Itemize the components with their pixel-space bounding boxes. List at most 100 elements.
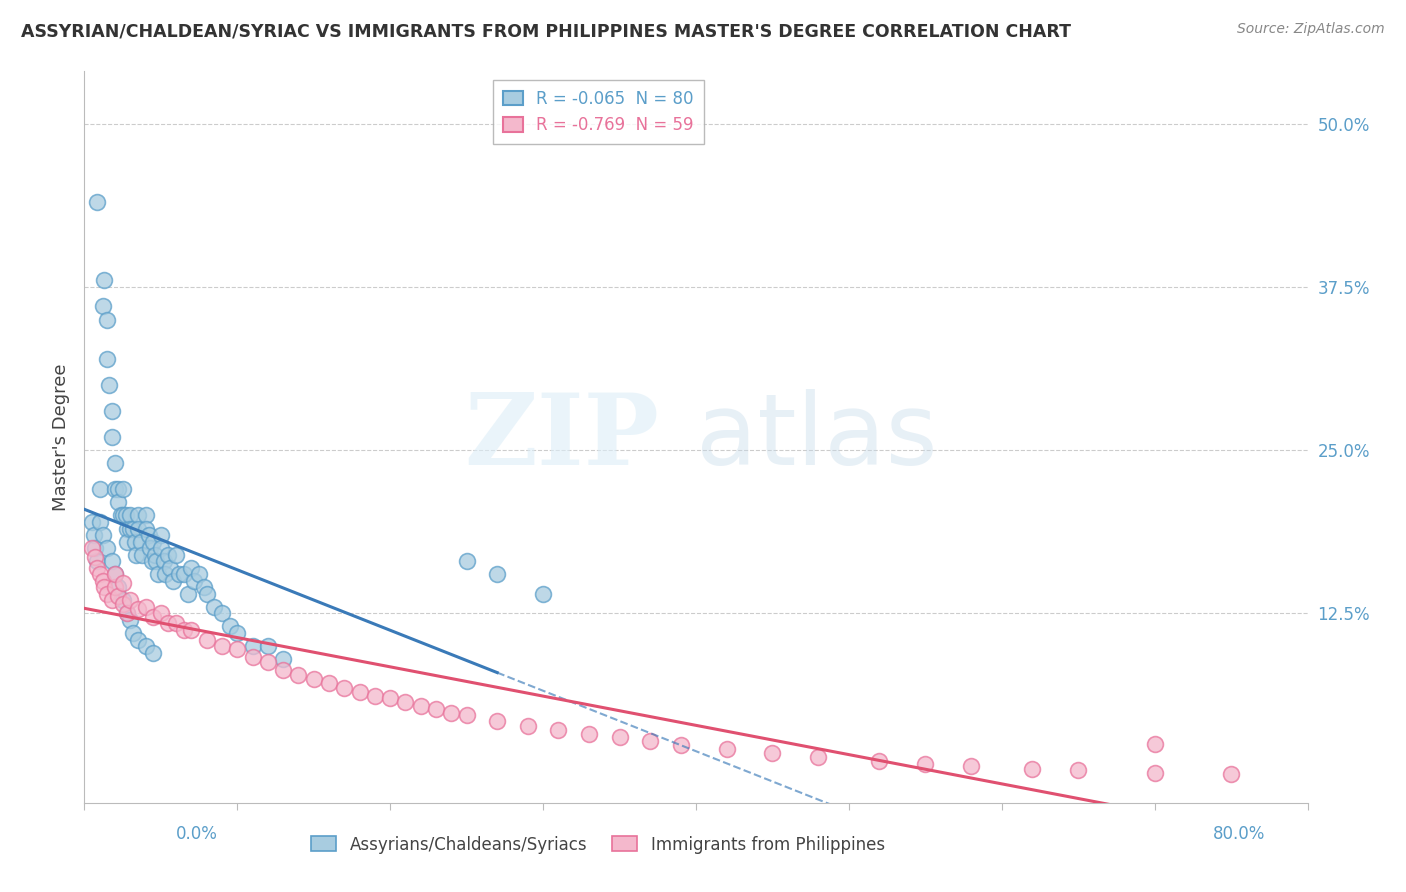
Point bbox=[188, 567, 211, 582]
Point bbox=[115, 534, 138, 549]
Point bbox=[716, 742, 738, 756]
Point bbox=[96, 351, 118, 366]
Point bbox=[333, 681, 356, 695]
Point bbox=[242, 649, 264, 664]
Point bbox=[120, 593, 142, 607]
Point bbox=[141, 554, 163, 568]
Point bbox=[96, 541, 118, 555]
Point bbox=[89, 567, 111, 582]
Point bbox=[91, 300, 114, 314]
Point bbox=[271, 652, 294, 666]
Point bbox=[218, 619, 240, 633]
Point bbox=[110, 508, 132, 523]
Point bbox=[86, 194, 108, 209]
Point bbox=[101, 404, 124, 418]
Point bbox=[80, 515, 103, 529]
Point bbox=[165, 548, 187, 562]
Point bbox=[173, 567, 195, 582]
Point bbox=[167, 567, 190, 582]
Point bbox=[104, 456, 127, 470]
Point bbox=[807, 750, 830, 764]
Text: ZIP: ZIP bbox=[464, 389, 659, 485]
Point bbox=[531, 587, 554, 601]
Point bbox=[115, 607, 138, 621]
Point bbox=[183, 574, 205, 588]
Point bbox=[869, 754, 891, 768]
Point bbox=[193, 580, 215, 594]
Point bbox=[149, 607, 172, 621]
Point bbox=[89, 515, 111, 529]
Point bbox=[93, 580, 115, 594]
Point bbox=[440, 706, 463, 720]
Point bbox=[142, 646, 165, 660]
Point bbox=[146, 567, 169, 582]
Point bbox=[127, 602, 149, 616]
Point bbox=[91, 574, 114, 588]
Point bbox=[155, 567, 177, 582]
Point bbox=[83, 528, 105, 542]
Point bbox=[107, 495, 129, 509]
Point bbox=[157, 615, 180, 630]
Point bbox=[456, 708, 478, 723]
Point bbox=[101, 554, 124, 568]
Point bbox=[211, 607, 233, 621]
Point bbox=[173, 624, 195, 638]
Point bbox=[456, 554, 478, 568]
Point bbox=[135, 639, 157, 653]
Point bbox=[516, 719, 538, 733]
Point bbox=[409, 699, 432, 714]
Point bbox=[111, 597, 134, 611]
Point bbox=[394, 695, 416, 709]
Point bbox=[1067, 763, 1090, 777]
Point bbox=[111, 508, 134, 523]
Text: Source: ZipAtlas.com: Source: ZipAtlas.com bbox=[1237, 22, 1385, 37]
Point bbox=[80, 541, 103, 555]
Point bbox=[226, 626, 249, 640]
Point bbox=[960, 759, 983, 773]
Point bbox=[287, 667, 309, 682]
Point bbox=[142, 534, 165, 549]
Point bbox=[149, 541, 172, 555]
Point bbox=[547, 723, 569, 737]
Point bbox=[127, 508, 149, 523]
Point bbox=[120, 613, 142, 627]
Point bbox=[180, 624, 202, 638]
Point bbox=[111, 593, 134, 607]
Point bbox=[486, 567, 509, 582]
Point bbox=[84, 550, 107, 565]
Point bbox=[149, 528, 172, 542]
Point bbox=[93, 273, 115, 287]
Point bbox=[104, 483, 127, 497]
Point bbox=[135, 599, 157, 614]
Point bbox=[84, 541, 107, 555]
Point bbox=[131, 548, 153, 562]
Point bbox=[914, 756, 936, 771]
Point bbox=[159, 560, 181, 574]
Point bbox=[120, 508, 142, 523]
Point bbox=[145, 554, 167, 568]
Text: atlas: atlas bbox=[696, 389, 938, 485]
Point bbox=[111, 483, 134, 497]
Point bbox=[115, 521, 138, 535]
Point bbox=[609, 731, 631, 745]
Point bbox=[364, 689, 387, 703]
Point bbox=[142, 610, 165, 624]
Point bbox=[143, 548, 166, 562]
Point bbox=[86, 554, 108, 568]
Point bbox=[257, 655, 280, 669]
Point bbox=[139, 541, 162, 555]
Point bbox=[114, 508, 136, 523]
Point bbox=[101, 593, 124, 607]
Point bbox=[242, 639, 264, 653]
Point bbox=[761, 746, 783, 760]
Point bbox=[349, 685, 371, 699]
Point bbox=[162, 574, 184, 588]
Point bbox=[104, 567, 127, 582]
Point bbox=[380, 691, 402, 706]
Point bbox=[97, 377, 120, 392]
Point bbox=[1143, 765, 1166, 780]
Point bbox=[180, 560, 202, 574]
Point bbox=[107, 580, 129, 594]
Point bbox=[202, 599, 225, 614]
Point bbox=[104, 580, 127, 594]
